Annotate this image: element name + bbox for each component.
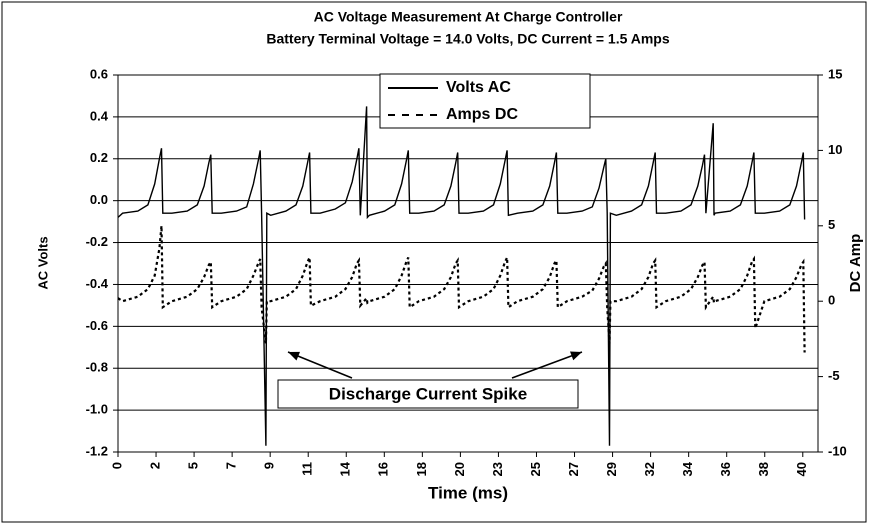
- y-tick-label: -0.4: [86, 276, 109, 291]
- x-tick-label: 0: [109, 462, 124, 469]
- annotation-box: [277, 379, 579, 409]
- x-tick-label: 38: [756, 462, 771, 476]
- y2-tick-label: 15: [828, 66, 842, 81]
- x-tick-label: 32: [642, 462, 657, 476]
- chart-subtitle: Battery Terminal Voltage = 14.0 Volts, D…: [266, 31, 669, 47]
- x-tick-label: 9: [262, 462, 277, 469]
- legend-box: [379, 73, 591, 129]
- annotation-arrow: [511, 351, 583, 379]
- x-tick-label: 5: [186, 462, 201, 469]
- x-axis-label: Time (ms): [428, 483, 508, 502]
- y2-tick-label: -10: [828, 443, 847, 458]
- x-tick-label: 23: [490, 462, 505, 476]
- y2-tick-label: -5: [828, 368, 840, 383]
- x-tick-label: 18: [414, 462, 429, 476]
- legend-label: Volts AC: [446, 79, 511, 96]
- x-tick-label: 20: [452, 462, 467, 476]
- x-tick-label: 11: [300, 462, 315, 476]
- arrow-head: [288, 351, 300, 361]
- legend-label: Amps DC: [446, 106, 518, 123]
- y-tick-label: -0.8: [86, 360, 108, 375]
- x-tick-label: 14: [338, 461, 353, 476]
- x-tick-label: 40: [794, 462, 809, 476]
- arrow-head: [570, 351, 582, 361]
- y-tick-label: 0.4: [90, 108, 109, 123]
- y2-axis-label: DC Amp: [847, 234, 864, 293]
- y2-tick-label: 10: [828, 142, 842, 157]
- series-line: [117, 225, 806, 353]
- y-tick-label: -0.2: [86, 234, 108, 249]
- y-tick-label: -1.0: [86, 402, 108, 417]
- annotation-arrow: [287, 351, 353, 379]
- x-tick-label: 36: [718, 462, 733, 476]
- x-tick-label: 25: [528, 462, 543, 476]
- y-axis-label: AC Volts: [35, 236, 50, 289]
- series-line: [117, 106, 806, 446]
- y2-tick-label: 0: [828, 293, 835, 308]
- y-tick-label: 0.0: [90, 192, 108, 207]
- y-tick-label: -1.2: [86, 443, 108, 458]
- y2-tick-label: 5: [828, 217, 835, 232]
- y-tick-label: 0.6: [90, 66, 108, 81]
- y-tick-label: -0.6: [86, 318, 108, 333]
- x-tick-label: 34: [680, 461, 695, 476]
- x-tick-label: 29: [604, 462, 619, 476]
- x-tick-label: 2: [147, 462, 162, 469]
- x-tick-label: 27: [566, 462, 581, 476]
- annotation: Discharge Current Spike: [329, 384, 527, 403]
- x-tick-label: 16: [376, 462, 391, 476]
- x-tick-label: 7: [224, 462, 239, 469]
- chart-title: AC Voltage Measurement At Charge Control…: [314, 9, 623, 25]
- y-tick-label: 0.2: [90, 150, 108, 165]
